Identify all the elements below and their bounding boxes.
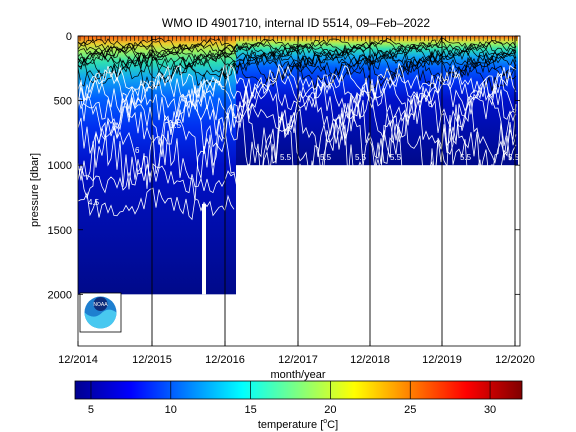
- field-deep-segment: [78, 36, 236, 295]
- contour-line: [78, 164, 235, 194]
- contour-label: 5.5: [320, 153, 332, 162]
- x-tick-label: 12/2016: [205, 354, 245, 366]
- colorbar: 5 10 15 20 25 30 temperature [oC]: [74, 380, 523, 431]
- colorbar-gradient: [74, 380, 523, 400]
- x-tick-label: 12/2018: [350, 354, 390, 366]
- y-axis: 0 500 1000 1500 2000: [48, 31, 520, 301]
- noaa-logo: NOAA: [79, 292, 122, 333]
- axes-frame: [77, 35, 521, 347]
- contour-line: [78, 40, 517, 58]
- contour-label: 6: [428, 100, 433, 109]
- x-axis-label: month/year: [270, 369, 325, 381]
- colorbar-label: temperature [oC]: [258, 418, 338, 431]
- noaa-logo-text: NOAA: [93, 302, 108, 308]
- x-tick-label: 12/2014: [58, 354, 98, 366]
- contour-label: 4.5: [88, 198, 100, 207]
- contour-label: 5.5: [460, 153, 472, 162]
- isotherm-contours: [78, 37, 517, 221]
- contour-label: 5.5: [355, 153, 367, 162]
- contour-line: [78, 114, 517, 207]
- contour-label: 5.5: [508, 153, 520, 162]
- y-axis-label: pressure [dbar]: [29, 153, 41, 227]
- contour-label: 5.5: [280, 153, 292, 162]
- field-gap: [202, 203, 206, 295]
- colorbar-tick-label: 15: [244, 404, 256, 416]
- colorbar-ticks: 5 10 15 20 25 30: [88, 381, 496, 416]
- colorbar-tick-label: 30: [484, 404, 496, 416]
- colorbar-tick-label: 5: [88, 404, 94, 416]
- x-tick-label: 12/2015: [132, 354, 172, 366]
- contour-line: [78, 187, 235, 221]
- contour-line: [78, 51, 517, 80]
- contour-line: [78, 66, 517, 110]
- y-tick-label: 2000: [48, 289, 72, 301]
- contour-line: [78, 61, 517, 102]
- contour-label: 6: [135, 146, 140, 155]
- contour-line: [78, 49, 517, 75]
- contour-label: 5.5: [390, 153, 402, 162]
- colorbar-tick-label: 25: [404, 404, 416, 416]
- contour-label-group: 4.5 6 5.5 5.5 5.5 5.5 5.5 5.5 5.5 6: [88, 100, 520, 207]
- colorbar-tick-label: 10: [165, 404, 177, 416]
- y-tick-label: 500: [54, 96, 72, 108]
- colorbar-tick-label: 20: [324, 404, 336, 416]
- x-axis: 12/2014 12/2015 12/2016 12/2017 12/2018 12/20…: [58, 36, 535, 366]
- contour-line: [78, 85, 517, 147]
- contour-line: [78, 37, 517, 51]
- x-tick-label: 12/2020: [495, 354, 535, 366]
- x-tick-label: 12/2017: [278, 354, 318, 366]
- y-tick-label: 0: [66, 31, 72, 43]
- y-tick-label: 1500: [48, 225, 72, 237]
- chart-title: WMO ID 4901710, internal ID 5514, 09–Feb…: [162, 16, 430, 30]
- y-tick-label: 1000: [48, 160, 72, 172]
- x-tick-label: 12/2019: [422, 354, 462, 366]
- contour-line: [78, 104, 517, 183]
- contour-label: 5.5: [170, 121, 182, 130]
